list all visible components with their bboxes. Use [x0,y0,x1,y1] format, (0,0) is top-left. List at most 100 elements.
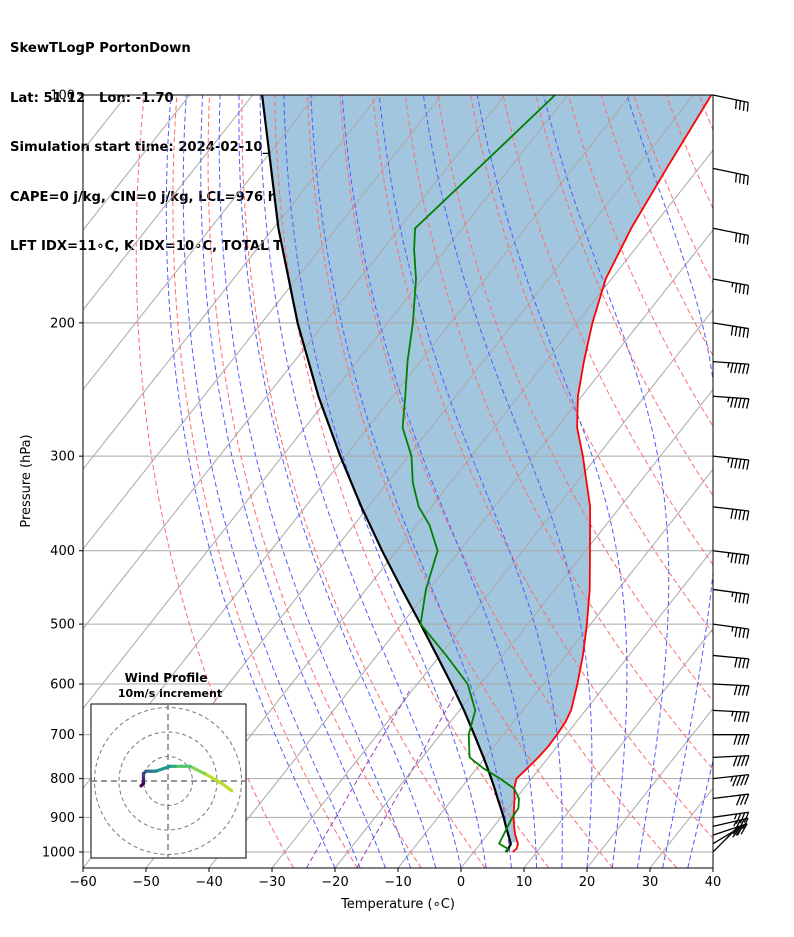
wind-barb [712,94,749,112]
wind-barb-flag [732,775,738,787]
y-tick-label: 900 [50,811,75,826]
dry-adiabat-line [241,95,486,868]
wind-barb-flag [730,362,734,373]
wind-barb-flag [730,509,734,519]
wind-barb-flag [742,628,746,639]
wind-profile-subtitle: 10m/s increment [118,687,222,700]
y-tick-label: 400 [50,544,75,559]
wind-barb-flag [737,685,742,696]
wind-barb-flag [743,811,750,823]
hodograph-segment [220,781,234,793]
wind-profile-title: Wind Profile [125,671,208,685]
wind-barb-flag [740,823,748,835]
wind-barb-staff [712,455,749,461]
isotherm-line [83,95,317,391]
wind-barb-staff [712,773,749,780]
wind-barb-flag [732,755,738,767]
wind-barb-half-flag [730,776,734,782]
wind-barb [712,811,750,824]
wind-barb-staff [712,550,749,556]
dewpoint-profile-line [401,95,556,853]
wind-barb-flag [742,174,745,185]
y-tick-label: 800 [50,772,75,787]
hodograph-segment [139,781,146,788]
wind-barb-flag [734,232,738,243]
y-tick-label: 200 [50,316,75,331]
moist-adiabat-line [378,95,563,868]
hodograph-segment [203,772,224,786]
wind-barb-flag [738,509,742,520]
x-tick-label: −20 [321,875,348,890]
x-tick-label: 10 [516,875,533,890]
wind-barb-flag [745,398,750,409]
wind-barb-flag [734,458,738,469]
wind-barb-flag [742,459,746,470]
x-tick-label: −40 [195,875,222,890]
wind-barb-flag [746,594,750,604]
wind-barb-flag [746,285,750,295]
wind-barb-flag [745,734,750,745]
wind-barb-flag [741,734,746,745]
wind-barb-flag [730,325,734,336]
y-tick-label: 300 [50,450,75,465]
wind-barb-staff [712,395,749,400]
isotherm-line [586,707,713,868]
x-tick-label: 20 [579,875,596,890]
wind-barb-half-flag [731,626,734,632]
wind-barb-staff [712,811,749,818]
wind-barb-flag [742,363,746,374]
wind-barb-flag [744,774,750,786]
isotherm-line [712,867,713,868]
dry-adiabat-line [732,95,794,868]
mixing-ratio-line [356,687,460,868]
wind-barb-flag [742,284,746,295]
isotherm-line [460,548,713,868]
wind-barb-flag [730,458,734,469]
dry-adiabat-line [764,95,794,868]
wind-barb-half-flag [731,282,734,288]
wind-barb-flag [738,593,742,603]
isotherm-line [523,627,713,868]
wind-barb-flag [746,328,750,339]
wind-barb-flag [738,459,742,469]
wind-barb-flag [746,459,750,470]
wind-barb-staff [712,654,749,660]
y-tick-label: 1000 [42,845,75,860]
chart-title: SkewTLogP PortonDown [10,41,191,56]
dry-adiabat-line [404,95,713,771]
wind-barb-flag [738,398,742,409]
wind-barb-staff [712,360,749,365]
isotherm-line [83,95,506,630]
wind-barb-flag [742,658,746,669]
wind-barb-half-flag [733,813,738,820]
wind-barb-flag [741,685,746,696]
wind-barb-flag [741,711,746,723]
x-tick-label: 30 [642,875,659,890]
dry-adiabat-line [172,95,358,868]
wind-barb-flag [734,657,738,668]
x-tick-label: 0 [457,875,465,890]
location-line: Lat: 51.12 Lon: -1.70 [10,90,174,106]
wind-barb-flag [738,657,742,668]
wind-barb-flag [746,555,750,565]
wind-barb-half-flag [731,711,734,717]
wind-barb [712,623,750,639]
wind-barb-staff [712,793,749,800]
wind-barb-flag [736,824,744,836]
wind-barb-flag [742,554,746,565]
dry-adiabat-line [568,95,713,428]
dry-adiabat-line [135,95,294,868]
moist-adiabat-line [238,95,437,868]
wind-barb-flag [734,592,738,603]
wind-barb-flag [734,283,738,293]
wind-barb-flag [745,712,750,723]
wind-barb-flag [734,99,738,110]
wind-barb-flag [745,685,750,696]
isotherm-line [83,95,443,550]
wind-barb [712,395,750,409]
dry-adiabat-line [306,95,614,868]
wind-barb-flag [734,553,738,564]
y-tick-label: 700 [50,728,75,743]
x-axis-label: Temperature (∘C) [340,897,455,912]
